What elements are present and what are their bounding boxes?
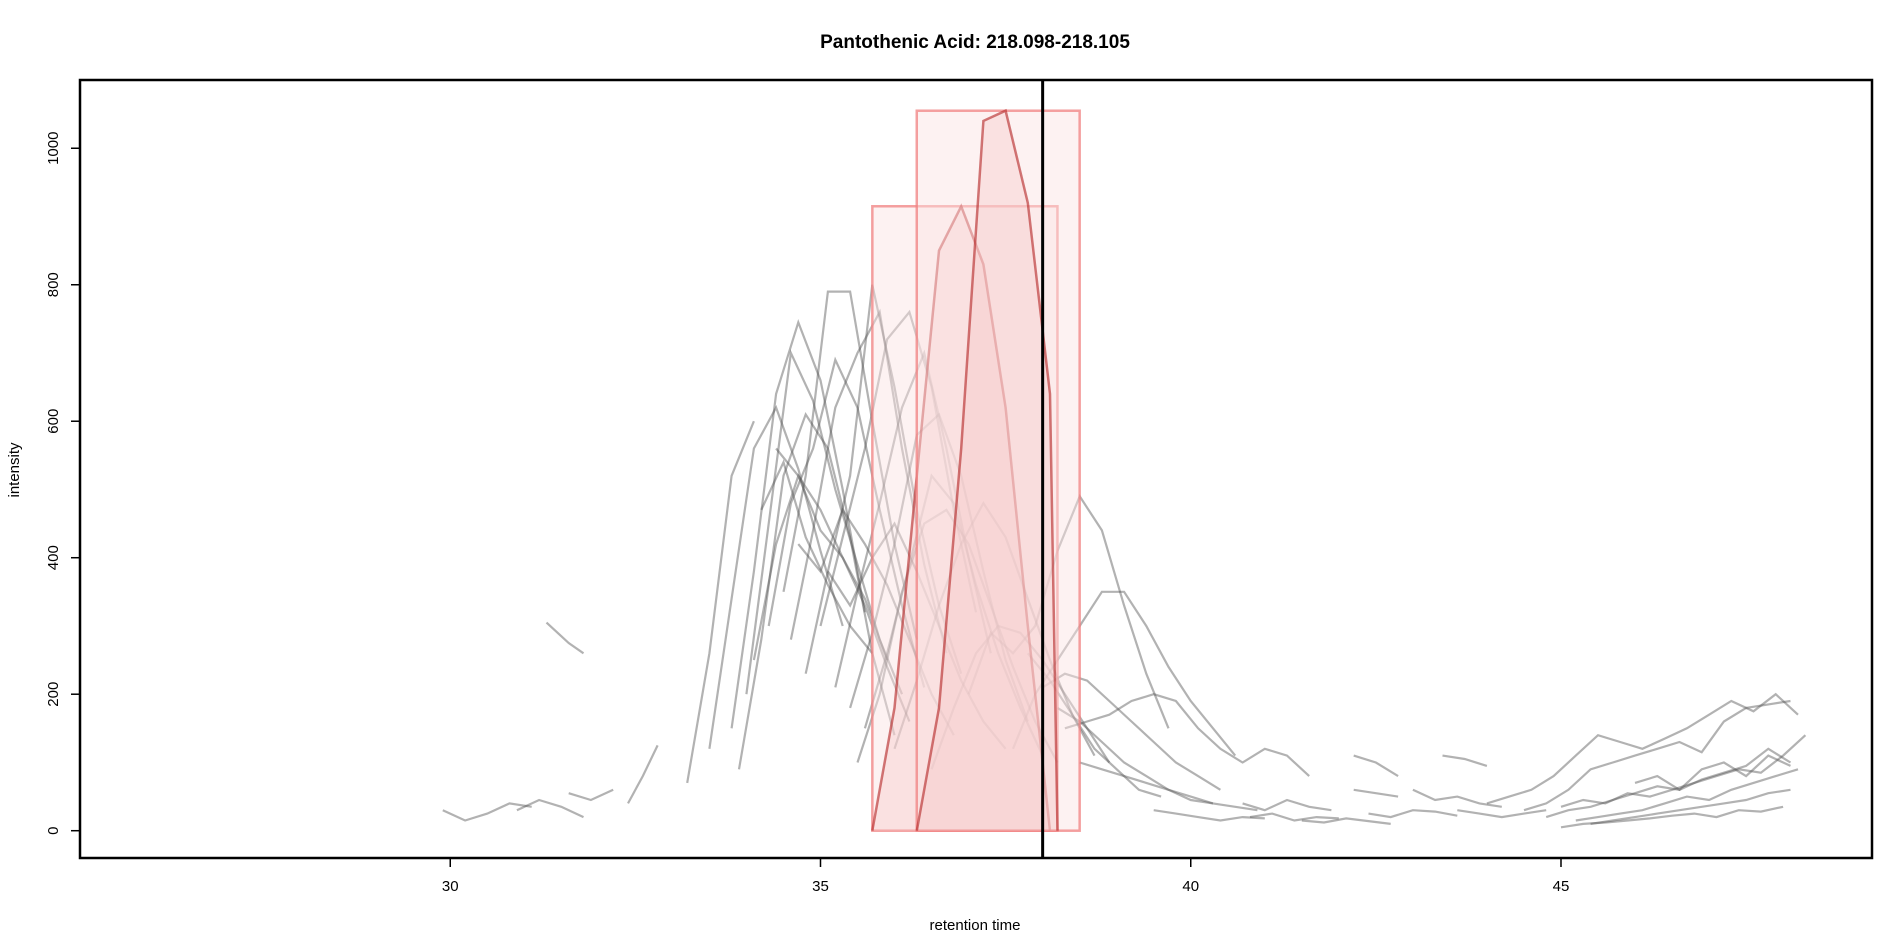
x-tick-label-45: 45 xyxy=(1553,878,1570,895)
plot-frame xyxy=(78,78,1874,860)
trace-line-9 xyxy=(737,411,896,770)
trace-line-39 xyxy=(1368,809,1458,819)
trace-line-11 xyxy=(752,473,889,661)
y-tick-label-1000: 1000 xyxy=(45,132,62,165)
trace-line-35 xyxy=(1249,812,1339,822)
trace-line-17 xyxy=(834,349,992,688)
trace-line-28 xyxy=(1011,590,1237,757)
trace-line-29 xyxy=(1042,672,1221,791)
trace-line-1 xyxy=(516,798,584,819)
trace-line-48 xyxy=(1560,805,1784,829)
trace-line-34 xyxy=(1242,798,1332,812)
highlighted-peaks xyxy=(871,108,1081,832)
peak-box-1 xyxy=(871,205,1059,832)
trace-line-10 xyxy=(745,349,904,695)
trace-line-4 xyxy=(568,788,614,802)
trace-line-44 xyxy=(1560,734,1807,808)
trace-line-2 xyxy=(545,621,585,655)
x-axis: 30 35 40 45 xyxy=(442,858,1569,895)
trace-line-41 xyxy=(1457,809,1547,819)
y-tick-label-0: 0 xyxy=(45,827,62,835)
trace-line-21 xyxy=(775,447,911,722)
trace-line-27 xyxy=(967,493,1170,729)
trace-line-49 xyxy=(1634,754,1791,792)
peak-area-2 xyxy=(916,110,1058,831)
trace-line-20 xyxy=(760,459,874,654)
trace-line-42 xyxy=(1486,692,1799,805)
x-axis-label: retention time xyxy=(930,917,1021,934)
y-axis-label: intensity xyxy=(6,442,23,498)
x-tick-label-40: 40 xyxy=(1182,878,1199,895)
trace-line-32 xyxy=(1026,652,1162,798)
x-tick-label-35: 35 xyxy=(812,878,829,895)
trace-line-24 xyxy=(856,508,1059,764)
trace-line-7 xyxy=(708,404,844,749)
peak-line-1 xyxy=(871,203,1052,831)
trace-line-30 xyxy=(1064,693,1310,777)
trace-line-8 xyxy=(730,318,866,729)
y-axis: 0 200 400 600 800 1000 xyxy=(45,132,80,835)
trace-line-15 xyxy=(804,284,963,675)
trace-line-12 xyxy=(767,356,926,688)
x-tick-label-30: 30 xyxy=(442,878,459,895)
y-tick-label-800: 800 xyxy=(45,272,62,297)
trace-line-19 xyxy=(863,473,1044,757)
trace-line-16 xyxy=(819,309,978,627)
trace-line-45 xyxy=(1545,747,1792,819)
trace-line-5 xyxy=(627,744,659,804)
y-tick-label-600: 600 xyxy=(45,409,62,434)
y-tick-label-200: 200 xyxy=(45,682,62,707)
trace-line-3 xyxy=(442,802,532,822)
trace-line-51 xyxy=(1301,817,1391,825)
trace-line-31 xyxy=(1056,706,1258,812)
y-tick-label-400: 400 xyxy=(45,545,62,570)
trace-line-14 xyxy=(789,308,948,654)
chromatogram-traces xyxy=(442,284,1807,829)
trace-line-40 xyxy=(1442,754,1488,767)
trace-line-37 xyxy=(1353,788,1399,798)
trace-line-38 xyxy=(1412,788,1502,808)
trace-line-13 xyxy=(782,290,918,640)
peak-line-2 xyxy=(915,108,1059,831)
trace-line-46 xyxy=(1575,768,1799,822)
trace-line-36 xyxy=(1353,754,1399,778)
trace-line-50 xyxy=(1153,809,1265,822)
trace-line-47 xyxy=(1590,788,1791,825)
trace-line-33 xyxy=(1079,761,1214,805)
trace-line-22 xyxy=(797,507,955,736)
trace-line-18 xyxy=(849,412,1029,722)
trace-line-25 xyxy=(893,500,1096,757)
chart-title: Pantothenic Acid: 218.098-218.105 xyxy=(820,32,1130,53)
trace-line-43 xyxy=(1523,699,1791,812)
trace-line-6 xyxy=(686,420,755,784)
